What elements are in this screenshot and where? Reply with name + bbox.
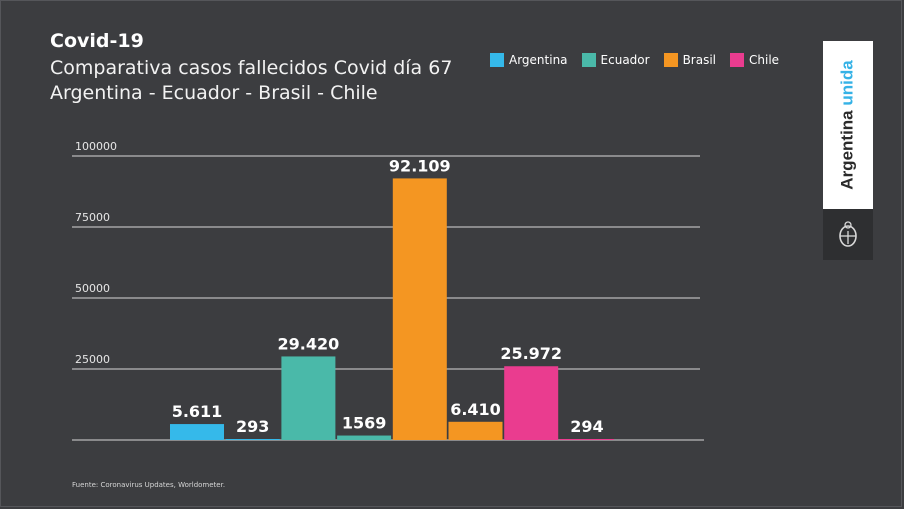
y-tick-label: 50000 — [75, 282, 110, 295]
chart-subtitle-line-1: Comparativa casos fallecidos Covid día 6… — [50, 57, 453, 79]
legend-swatch — [581, 53, 596, 67]
chart-subtitle-line-2: Argentina - Ecuador - Brasil - Chile — [50, 82, 378, 104]
bar — [504, 366, 559, 440]
data-label: 293 — [236, 417, 269, 436]
logo-text-accent: unida — [838, 60, 858, 106]
data-label: 29.420 — [278, 334, 340, 353]
bar — [281, 356, 336, 440]
data-label: 25.972 — [500, 344, 562, 363]
legend-item-chile: Chile — [730, 53, 779, 67]
bar — [448, 421, 503, 440]
argentina-unida-logo: Argentina unida — [823, 41, 873, 260]
legend-label: Argentina — [509, 53, 568, 67]
legend: Argentina Ecuador Brasil Chile — [490, 53, 779, 67]
legend-item-ecuador: Ecuador — [581, 53, 650, 67]
data-label: 5.611 — [172, 402, 223, 421]
logo-text: Argentina unida — [823, 41, 873, 209]
y-tick-label: 75000 — [75, 211, 110, 224]
coat-of-arms-icon — [823, 209, 873, 260]
legend-item-brasil: Brasil — [663, 53, 717, 67]
data-label: 6.410 — [450, 400, 501, 419]
data-label: 1569 — [342, 414, 387, 433]
data-label: 92.109 — [389, 156, 451, 175]
legend-label: Chile — [749, 53, 780, 67]
title-block: Covid-19 Comparativa casos fallecidos Co… — [50, 30, 452, 106]
bar — [170, 424, 224, 440]
legend-label: Brasil — [682, 53, 717, 67]
legend-swatch — [663, 53, 678, 67]
bar — [337, 435, 392, 440]
y-tick-label: 25000 — [75, 353, 110, 366]
legend-swatch — [490, 53, 504, 67]
legend-swatch — [730, 53, 745, 67]
y-tick-label: 100000 — [75, 140, 117, 153]
chart-title: Covid-19 — [50, 30, 144, 52]
logo-text-main: Argentina — [838, 110, 858, 190]
legend-label: Ecuador — [600, 53, 650, 67]
legend-item-argentina: Argentina — [490, 53, 568, 67]
bar — [559, 439, 614, 440]
data-label: 294 — [570, 417, 603, 436]
bar — [392, 178, 447, 440]
bar — [225, 439, 280, 440]
source-note: Fuente: Coronavirus Updates, Worldometer… — [72, 481, 226, 489]
